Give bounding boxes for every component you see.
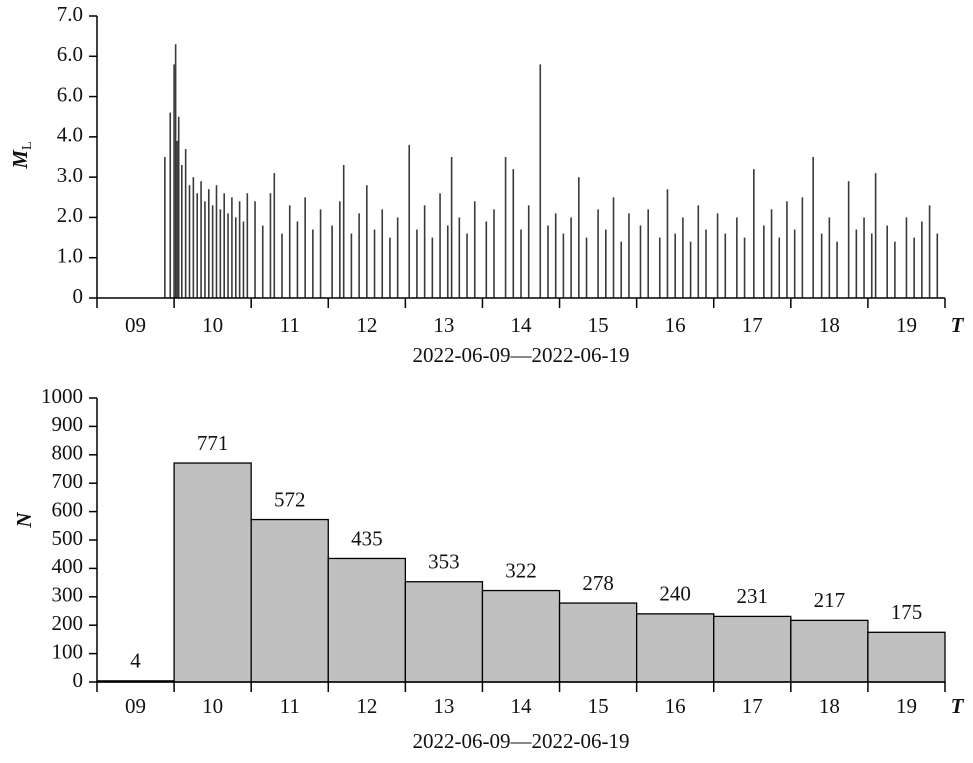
bar <box>327 557 407 683</box>
value-label: 572 <box>274 487 306 511</box>
y-tick-label: 6.0 <box>57 82 83 106</box>
y-tick-label: 100 <box>52 639 84 663</box>
y-tick-label: 6.0 <box>57 42 83 66</box>
y-tick-label: 3.0 <box>57 163 83 187</box>
x-tick-label: 13 <box>433 694 454 718</box>
x-tick-label: 15 <box>588 313 609 337</box>
y-tick-label: 400 <box>52 554 84 578</box>
value-label: 217 <box>814 588 846 612</box>
y-tick-label: 4.0 <box>57 123 83 147</box>
y-tick-label: 200 <box>52 611 84 635</box>
value-label: 231 <box>737 584 769 608</box>
x-tick-label: 09 <box>125 694 146 718</box>
y-tick-label: 1000 <box>41 384 83 408</box>
y-tick-label: 0 <box>73 284 84 308</box>
x-tick-label: 15 <box>588 694 609 718</box>
x-tick-label: 10 <box>202 313 223 337</box>
value-label: 278 <box>582 571 614 595</box>
y-tick-label: 600 <box>52 497 84 521</box>
bar <box>635 613 715 683</box>
x-tick-label: 14 <box>511 313 533 337</box>
bar <box>713 615 792 683</box>
bar <box>558 602 638 683</box>
x-tick-label: 10 <box>202 694 223 718</box>
y-tick-label: 0 <box>73 668 84 692</box>
x-tick-label: 16 <box>665 313 686 337</box>
y-tick-label: 2.0 <box>57 203 83 227</box>
x-tick-label: 19 <box>896 313 917 337</box>
x-axis-symbol: T <box>951 694 965 718</box>
bar <box>790 619 869 683</box>
y-tick-label: 700 <box>52 469 84 493</box>
value-label: 322 <box>505 558 537 582</box>
value-label: 771 <box>197 431 229 455</box>
y-axis-label: N <box>12 512 36 529</box>
value-label: 4 <box>130 649 141 673</box>
value-label: 435 <box>351 526 383 550</box>
y-tick-label: 900 <box>52 412 84 436</box>
x-tick-label: 09 <box>125 313 146 337</box>
x-tick-label: 12 <box>356 694 377 718</box>
value-label: 175 <box>891 600 923 624</box>
bar <box>404 581 484 683</box>
x-axis-symbol: T <box>951 313 965 337</box>
x-tick-label: 12 <box>356 313 377 337</box>
y-axis-label-main: N <box>12 512 36 529</box>
value-label: 353 <box>428 550 460 574</box>
bar <box>481 589 561 683</box>
x-tick-label: 14 <box>511 694 533 718</box>
y-tick-label: 500 <box>52 526 84 550</box>
x-axis-label: 2022-06-09—2022-06-19 <box>413 343 630 367</box>
x-tick-label: 19 <box>896 694 917 718</box>
x-tick-label: 17 <box>742 313 763 337</box>
x-tick-label: 13 <box>433 313 454 337</box>
x-tick-label: 16 <box>665 694 686 718</box>
x-axis-label: 2022-06-09—2022-06-19 <box>413 729 630 753</box>
x-tick-label: 11 <box>280 694 300 718</box>
bar <box>173 462 252 683</box>
x-tick-label: 18 <box>819 694 840 718</box>
y-tick-label: 800 <box>52 441 84 465</box>
y-axis-label-sub: L <box>20 141 35 150</box>
x-tick-label: 18 <box>819 313 840 337</box>
y-tick-label: 1.0 <box>57 244 83 268</box>
x-tick-label: 11 <box>280 313 300 337</box>
bar <box>867 631 946 683</box>
bar <box>250 518 329 683</box>
y-tick-label: 300 <box>52 583 84 607</box>
value-label: 240 <box>659 582 691 606</box>
y-tick-label: 7.0 <box>57 2 83 26</box>
y-axis-label-main: M <box>8 149 32 170</box>
x-tick-label: 17 <box>742 694 763 718</box>
y-axis-label: ML <box>8 141 35 169</box>
